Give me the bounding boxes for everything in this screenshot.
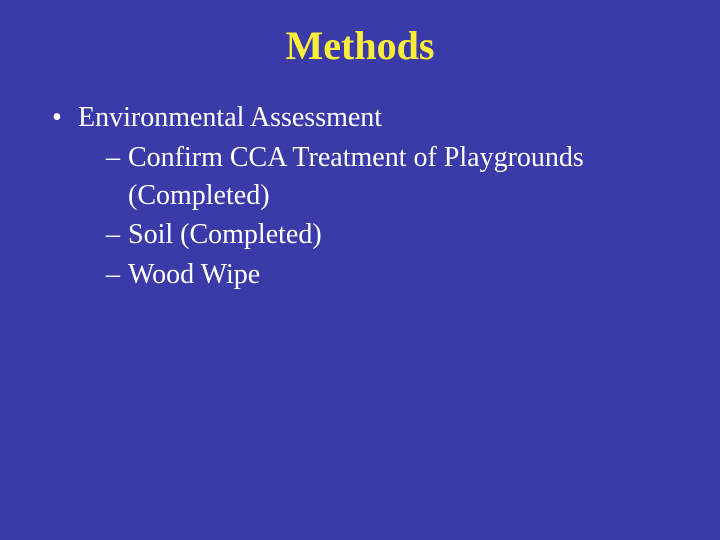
bullet-dash-icon: – <box>106 139 120 177</box>
bullet-level-2: – Soil (Completed) <box>50 216 670 254</box>
bullet-dash-icon: – <box>106 256 120 294</box>
bullet-level-2: – Confirm CCA Treatment of Playgrounds (… <box>50 139 670 215</box>
bullet-level-1: • Environmental Assessment <box>50 99 670 137</box>
slide-body: • Environmental Assessment – Confirm CCA… <box>50 99 670 294</box>
bullet-text: Wood Wipe <box>128 259 260 290</box>
slide-title: Methods <box>50 22 670 69</box>
bullet-text: Environmental Assessment <box>78 102 382 133</box>
bullet-dash-icon: – <box>106 216 120 254</box>
slide: Methods • Environmental Assessment – Con… <box>0 0 720 540</box>
bullet-level-2: – Wood Wipe <box>50 256 670 294</box>
bullet-text: Soil (Completed) <box>128 219 322 250</box>
bullet-text: Confirm CCA Treatment of Playgrounds (Co… <box>128 142 584 211</box>
bullet-dot-icon: • <box>52 99 62 137</box>
